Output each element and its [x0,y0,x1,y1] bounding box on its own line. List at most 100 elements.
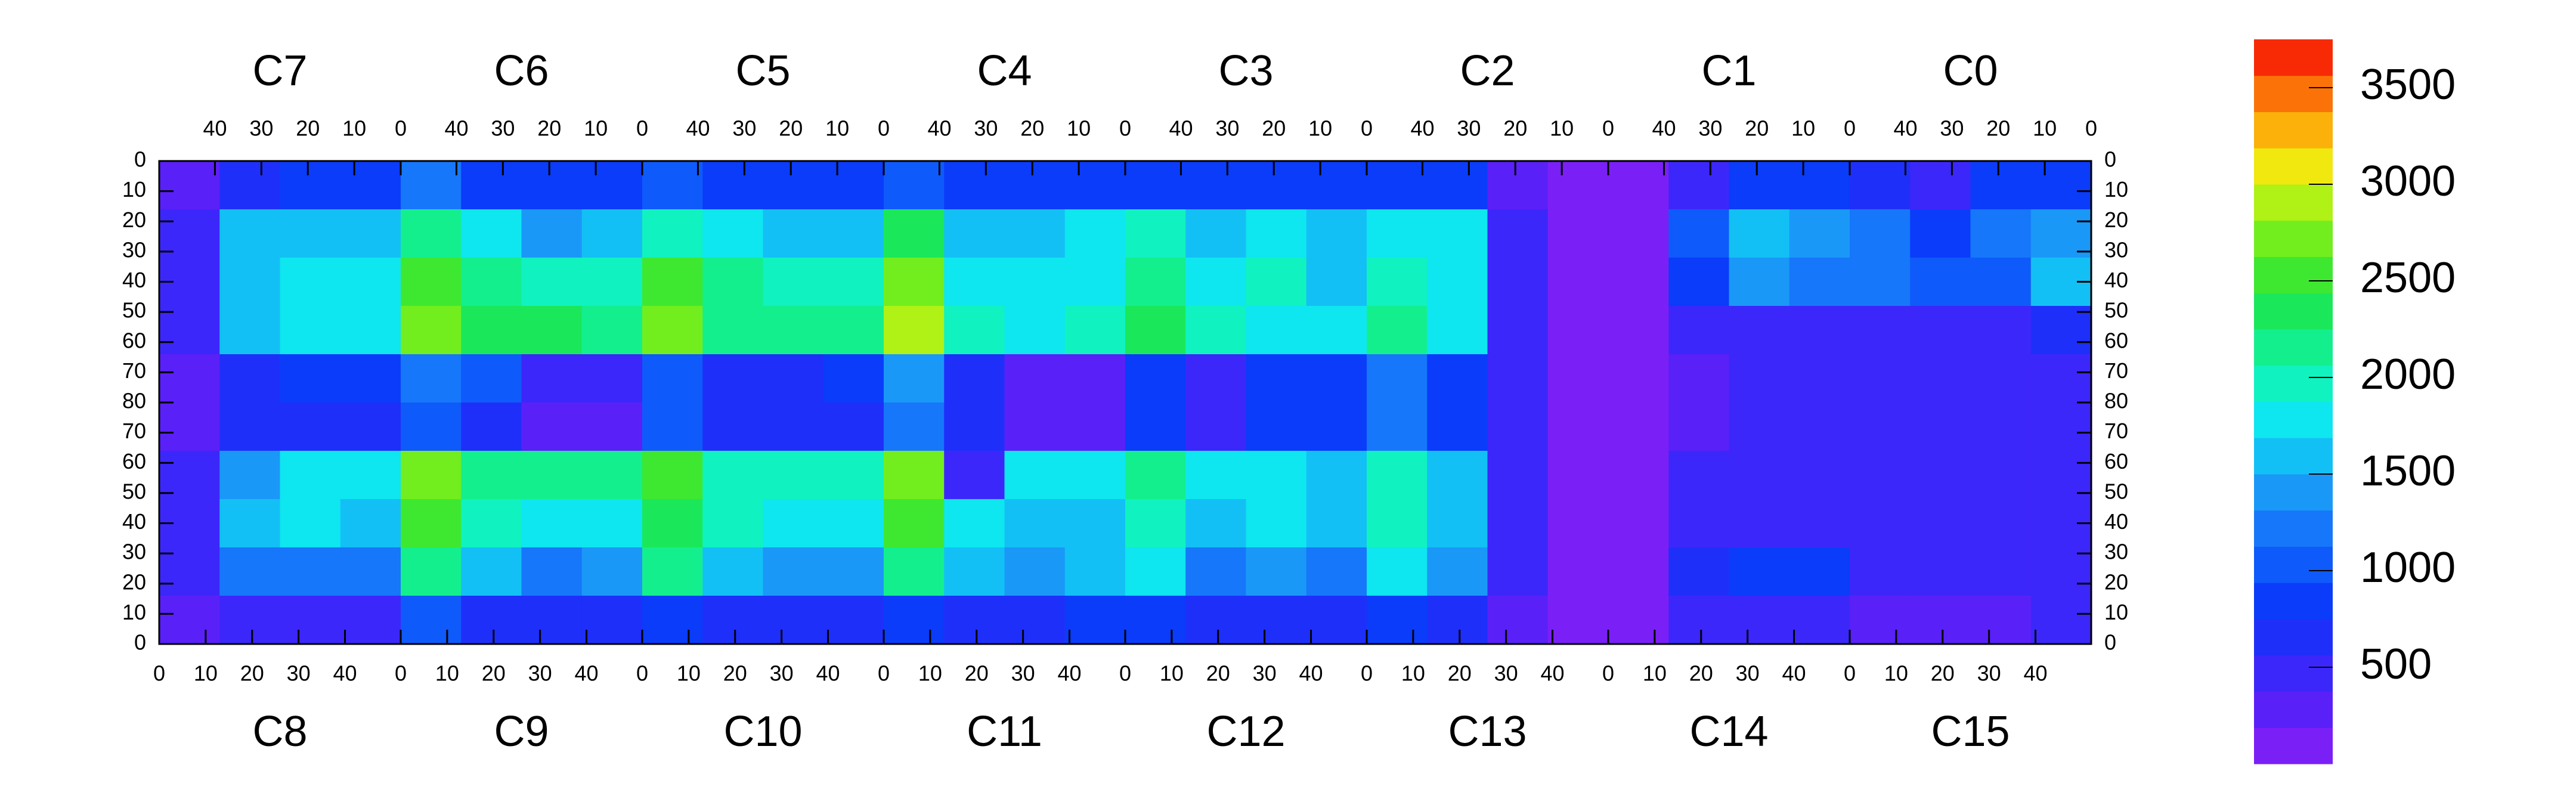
y-tick-label: 10 [122,600,146,624]
heatmap-cell [702,209,763,258]
x2-tick-label: 20 [779,116,803,141]
heatmap-cell [1064,402,1126,451]
heatmap-cell [1850,451,1911,500]
x-tick-label: 40 [816,661,840,686]
y2-tick-label: 10 [2104,177,2128,202]
heatmap-cell [1789,258,1850,306]
heatmap-cell [1306,402,1367,451]
heatmap-cell [340,354,401,403]
heatmap-cell [1668,451,1729,500]
heatmap-cell [1910,258,1971,306]
heatmap-cell [1668,209,1729,258]
heatmap-cell [340,596,401,645]
heatmap-cell [280,258,341,306]
chip-label: C6 [494,47,549,95]
heatmap-cell [1064,258,1126,306]
heatmap-cell [1306,596,1367,645]
x2-tick-label: 30 [491,116,515,141]
heatmap-cell [763,161,824,210]
heatmap-cell [219,354,280,403]
x2-tick-label: 20 [1020,116,1044,141]
y-tick-label: 70 [122,358,146,383]
y2-tick-label: 40 [2104,268,2128,292]
heatmap-cell [1729,161,1790,210]
x2-tick-label: 20 [1986,116,2010,141]
heatmap-cell [1487,209,1549,258]
heatmap-cell [1729,354,1790,403]
chip-label: C11 [967,708,1042,756]
heatmap-cell [340,451,401,500]
heatmap-cell [763,354,824,403]
heatmap-cell [1185,161,1246,210]
heatmap-cell [1850,547,1911,596]
heatmap-cell [280,402,341,451]
heatmap-cell [1427,547,1488,596]
x2-tick-label: 10 [584,116,608,141]
heatmap-cell [1608,499,1669,548]
x-tick-label: 30 [1736,661,1760,686]
y2-tick-label: 0 [2104,147,2116,172]
y2-tick-label: 0 [2104,630,2116,655]
colorbar-band [2254,39,2333,76]
y-tick-label: 80 [122,389,146,413]
heatmap-cell [1789,354,1850,403]
heatmap-cell [581,354,643,403]
y-tick-label: 40 [122,509,146,534]
x-tick-label: 20 [1206,661,1230,686]
heatmap-cell [823,306,884,355]
x2-tick-label: 40 [1410,116,1434,141]
heatmap-cell [1125,209,1186,258]
x2-tick-label: 0 [1119,116,1131,141]
colorbar-band [2254,474,2333,511]
heatmap-cell [1970,306,2032,355]
x2-tick-label: 10 [825,116,849,141]
heatmap-cell [1487,306,1549,355]
heatmap-cell [159,547,220,596]
heatmap-cell [1004,354,1066,403]
heatmap-cell [1970,596,2032,645]
heatmap-cell [521,596,583,645]
heatmap-cell [401,161,462,210]
heatmap-cell [1547,258,1609,306]
heatmap-cell [944,258,1005,306]
colorbar-band [2254,293,2333,330]
chip-label: C10 [723,708,802,756]
x-tick-label: 10 [1884,661,1908,686]
heatmap-cell [1668,499,1729,548]
x2-tick-label: 0 [1602,116,1614,141]
heatmap-cell [521,499,583,548]
x-tick-label: 10 [1401,661,1425,686]
colorbar-band [2254,510,2333,547]
y2-tick-label: 20 [2104,569,2128,594]
x-tick-label: 30 [1494,661,1518,686]
colorbar-tick-label: 3500 [2360,61,2456,109]
heatmap-cell [1246,209,1307,258]
heatmap-cell [1306,354,1367,403]
heatmap-cell [1729,451,1790,500]
heatmap-cell [1608,161,1669,210]
x-tick-label: 20 [240,661,264,686]
y-tick-label: 50 [122,298,146,323]
heatmap-cell [1789,547,1850,596]
heatmap-cell [581,499,643,548]
heatmap-cell [1487,596,1549,645]
x2-tick-label: 30 [1215,116,1239,141]
heatmap-cell [884,209,945,258]
heatmap-cell [1367,596,1428,645]
heatmap-cell [1970,451,2032,500]
y2-tick-label: 10 [2104,600,2128,624]
heatmap-cell [1547,161,1609,210]
heatmap-cell [1608,306,1669,355]
heatmap-cell [884,402,945,451]
heatmap-cell [1246,161,1307,210]
x-tick-label: 10 [918,661,942,686]
y2-tick-label: 30 [2104,540,2128,564]
heatmap-cell [1668,354,1729,403]
heatmap-cell [1970,499,2032,548]
chip-label: C5 [735,47,790,95]
heatmap-cell [1064,547,1126,596]
chip-label: C0 [1943,47,1998,95]
x-tick-label: 10 [435,661,459,686]
heatmap-cell [1367,354,1428,403]
